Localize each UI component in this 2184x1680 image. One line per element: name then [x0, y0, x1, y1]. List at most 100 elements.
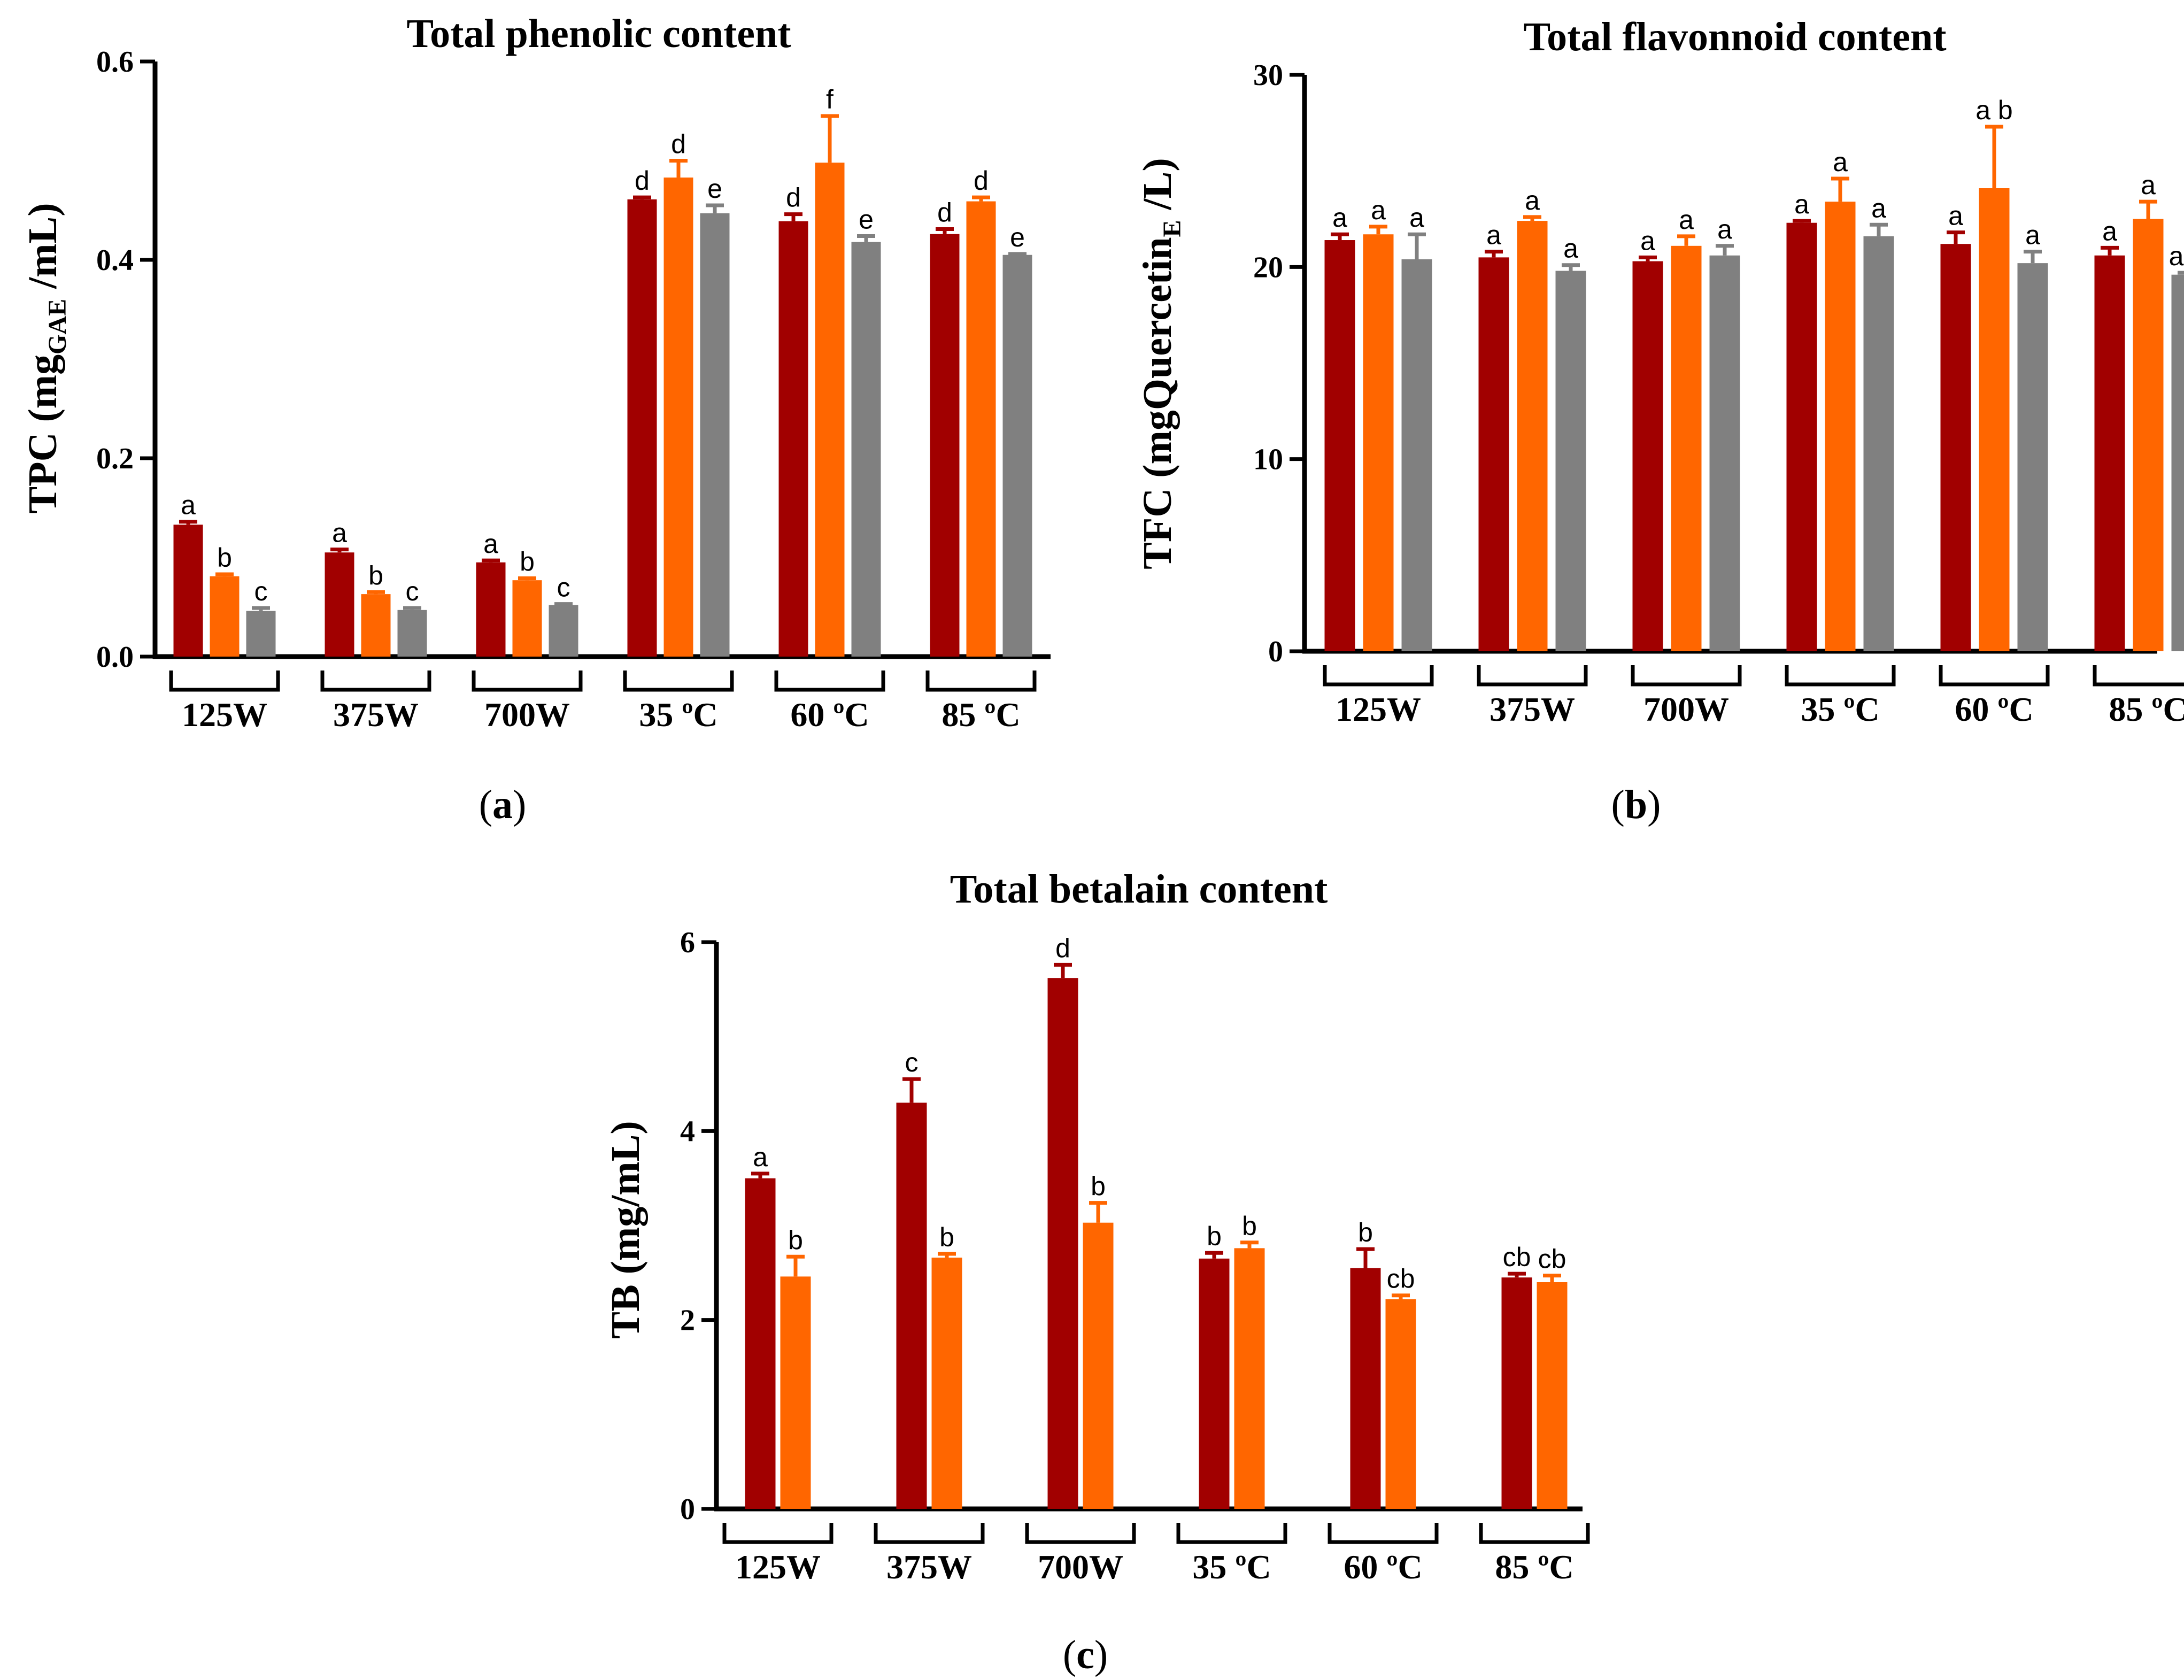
- significance-label: c: [254, 576, 268, 606]
- category-label: 700W: [1038, 1548, 1123, 1586]
- significance-label: a: [1332, 203, 1347, 233]
- y-axis-label-main: TPC (mg: [20, 355, 65, 514]
- bar-b-s1-0: [1324, 240, 1355, 651]
- category-bracket: [623, 671, 734, 692]
- y-axis-label-tail: /L): [1135, 158, 1180, 220]
- significance-label: e: [1010, 222, 1025, 252]
- significance-label: f: [826, 84, 834, 114]
- bar-a-s1-1: [325, 552, 354, 657]
- chart-title: Total flavonnoid content: [1523, 14, 1946, 59]
- category-bracket: [2093, 665, 2184, 687]
- significance-label: b: [1091, 1172, 1106, 1201]
- bar-a-s1-2: [476, 562, 506, 657]
- chart-panel-a: Total phenolic content 0.0 0.2 0.4 0.6 TPC (m…: [20, 11, 1051, 827]
- bar-a-s1-3: [627, 199, 657, 657]
- y-axis-label-main: TB (mg/mL): [603, 1121, 648, 1338]
- bar-a-s2-5: [966, 201, 996, 657]
- significance-label: a: [1948, 201, 1963, 231]
- bar-b-s3-4: [2017, 263, 2048, 651]
- bar-b-s2-5: [2133, 219, 2164, 651]
- significance-label: a: [1563, 234, 1578, 264]
- significance-label: d: [1055, 933, 1070, 963]
- y-tick-label: 2: [680, 1304, 695, 1337]
- panel-letter: c: [1076, 1632, 1094, 1677]
- significance-label: b: [520, 546, 535, 576]
- panel-paren-close: ): [1647, 782, 1661, 827]
- bar-a-s3-3: [700, 213, 730, 657]
- bar-b-s1-3: [1786, 222, 1817, 652]
- significance-label: a: [1640, 226, 1655, 256]
- bar-a-s2-4: [815, 163, 845, 657]
- significance-label: a b: [1975, 95, 2013, 125]
- category-bracket: [1785, 665, 1896, 687]
- bar-c-s2-4: [1385, 1299, 1416, 1509]
- significance-label: b: [1207, 1221, 1222, 1251]
- bar-a-s3-2: [549, 605, 578, 657]
- significance-label: b: [939, 1222, 954, 1252]
- y-tick-label: 10: [1253, 443, 1283, 476]
- bar-a-s1-0: [173, 525, 203, 657]
- panel-paren-open: (: [1063, 1632, 1076, 1677]
- significance-label: d: [635, 166, 650, 196]
- panel-label: (a): [479, 782, 527, 827]
- bar-c-s1-2: [1047, 978, 1078, 1509]
- significance-label: a: [1871, 193, 1886, 223]
- y-tick-label: 0: [680, 1493, 695, 1526]
- panel-letter: b: [1625, 782, 1647, 827]
- significance-label: a: [1371, 195, 1386, 225]
- significance-label: cb: [1503, 1242, 1531, 1272]
- category-bracket: [874, 1523, 985, 1544]
- significance-label: a: [1525, 186, 1540, 215]
- y-axis-label-tail: /mL): [20, 203, 65, 298]
- panel-label: (b): [1611, 782, 1661, 827]
- category-bracket: [1323, 665, 1434, 687]
- category-label: 125W: [182, 696, 267, 734]
- chart-panel-b: Total flavonnoid content 0 10 20 30 TFC (mgQu…: [1135, 14, 2184, 827]
- category-label: 375W: [1490, 690, 1575, 728]
- significance-label: a: [2141, 170, 2156, 200]
- bar-a-s3-5: [1002, 255, 1032, 657]
- category-bracket: [1477, 665, 1588, 687]
- panel-letter: a: [492, 782, 513, 827]
- bar-c-s1-1: [896, 1103, 927, 1509]
- category-label: 125W: [1336, 690, 1421, 728]
- bar-b-s3-0: [1401, 259, 1432, 652]
- category-label: 125W: [735, 1548, 821, 1586]
- panel-label: (c): [1063, 1632, 1108, 1677]
- bar-c-s2-2: [1083, 1222, 1114, 1509]
- significance-label: b: [217, 543, 232, 573]
- significance-label: a: [1486, 220, 1501, 250]
- significance-label: b: [1358, 1217, 1373, 1247]
- bar-b-s3-5: [2171, 274, 2184, 651]
- category-label: 375W: [886, 1548, 972, 1586]
- bar-b-s2-0: [1363, 234, 1394, 651]
- bar-a-s3-1: [397, 610, 427, 657]
- significance-label: a: [181, 490, 196, 520]
- significance-label: a: [1833, 147, 1848, 177]
- significance-label: a: [2025, 220, 2040, 250]
- bar-b-s3-1: [1555, 271, 1586, 651]
- y-tick-label: 0.4: [96, 244, 134, 277]
- significance-label: a: [1679, 205, 1694, 235]
- significance-label: cb: [1538, 1244, 1566, 1274]
- y-axis-label: TB (mg/mL): [603, 1121, 648, 1338]
- category-bracket: [169, 671, 280, 692]
- y-axis-label-main: TFC (mgQuercetin: [1135, 237, 1180, 569]
- category-label: 60 ºC: [1955, 690, 2033, 728]
- significance-label: c: [406, 576, 419, 606]
- bar-b-s2-1: [1517, 221, 1548, 651]
- y-tick-label: 6: [680, 926, 695, 959]
- significance-label: b: [788, 1225, 803, 1255]
- category-bracket: [1328, 1523, 1439, 1544]
- category-label: 60 ºC: [790, 696, 869, 734]
- bar-b-s2-3: [1825, 202, 1856, 651]
- bar-a-s2-1: [361, 594, 391, 657]
- significance-label: d: [937, 197, 952, 227]
- bar-c-s2-0: [780, 1276, 811, 1509]
- bar-b-s2-4: [1979, 188, 2010, 651]
- category-bracket: [472, 671, 583, 692]
- panel-paren-open: (: [479, 782, 492, 827]
- significance-label: d: [786, 183, 801, 213]
- significance-label: d: [671, 129, 686, 159]
